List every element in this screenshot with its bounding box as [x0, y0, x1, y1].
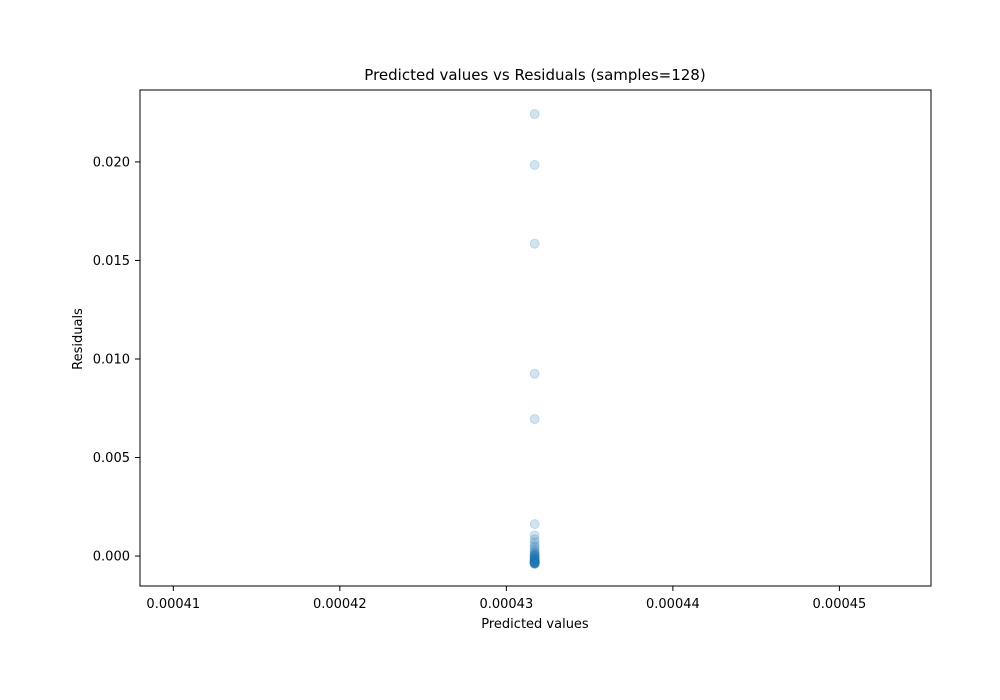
data-point: [529, 557, 540, 568]
data-point: [529, 109, 540, 120]
y-axis-label: Residuals: [71, 308, 86, 370]
y-tick-label: 0.015: [93, 254, 130, 269]
data-point: [529, 554, 540, 565]
data-point: [529, 556, 540, 567]
data-point: [529, 546, 540, 557]
x-tick-label: 0.00041: [146, 597, 200, 612]
data-point: [529, 537, 540, 548]
plot-layer: [529, 109, 540, 569]
data-point: [529, 552, 540, 563]
ticks-layer: 0.00041 0.00042 0.00043 0.00044 0.00045 0.000…: [93, 155, 867, 612]
data-point: [529, 555, 540, 566]
data-point: [529, 414, 540, 425]
data-point: [529, 519, 540, 530]
x-tick-label: 0.00045: [813, 597, 867, 612]
y-tick-label: 0.010: [93, 352, 130, 367]
data-point: [529, 550, 540, 561]
data-point: [529, 558, 540, 569]
data-point: [529, 557, 540, 568]
data-point: [529, 553, 540, 564]
data-point: [529, 557, 540, 568]
y-tick-label: 0.000: [93, 550, 130, 565]
data-point: [529, 368, 540, 379]
data-point: [529, 555, 540, 566]
data-point: [529, 557, 540, 568]
data-point: [529, 530, 540, 541]
plot-frame: [139, 89, 932, 587]
x-tick-label: 0.00044: [646, 597, 700, 612]
data-point: [529, 558, 540, 569]
x-tick-label: 0.00043: [479, 597, 533, 612]
chart-title: Predicted values vs Residuals (samples=1…: [364, 66, 705, 84]
data-point: [529, 159, 540, 170]
data-point: [529, 542, 540, 553]
data-point: [529, 558, 540, 569]
data-point: [529, 558, 540, 569]
data-point: [529, 556, 540, 567]
data-point: [529, 551, 540, 562]
data-point: [529, 558, 540, 569]
data-point: [529, 552, 540, 563]
data-point: [529, 554, 540, 565]
data-point: [529, 556, 540, 567]
data-point: [529, 557, 540, 568]
data-point: [529, 534, 540, 545]
data-point: [529, 553, 540, 564]
x-tick-label: 0.00042: [313, 597, 367, 612]
data-point: [529, 547, 540, 558]
data-point: [529, 238, 540, 249]
data-point: [529, 548, 540, 559]
data-point: [529, 540, 540, 551]
y-tick-label: 0.005: [93, 451, 130, 466]
y-tick-label: 0.020: [93, 155, 130, 170]
data-point: [529, 550, 540, 561]
x-axis-label: Predicted values: [481, 617, 589, 632]
data-point: [529, 549, 540, 560]
data-point: [529, 544, 540, 555]
